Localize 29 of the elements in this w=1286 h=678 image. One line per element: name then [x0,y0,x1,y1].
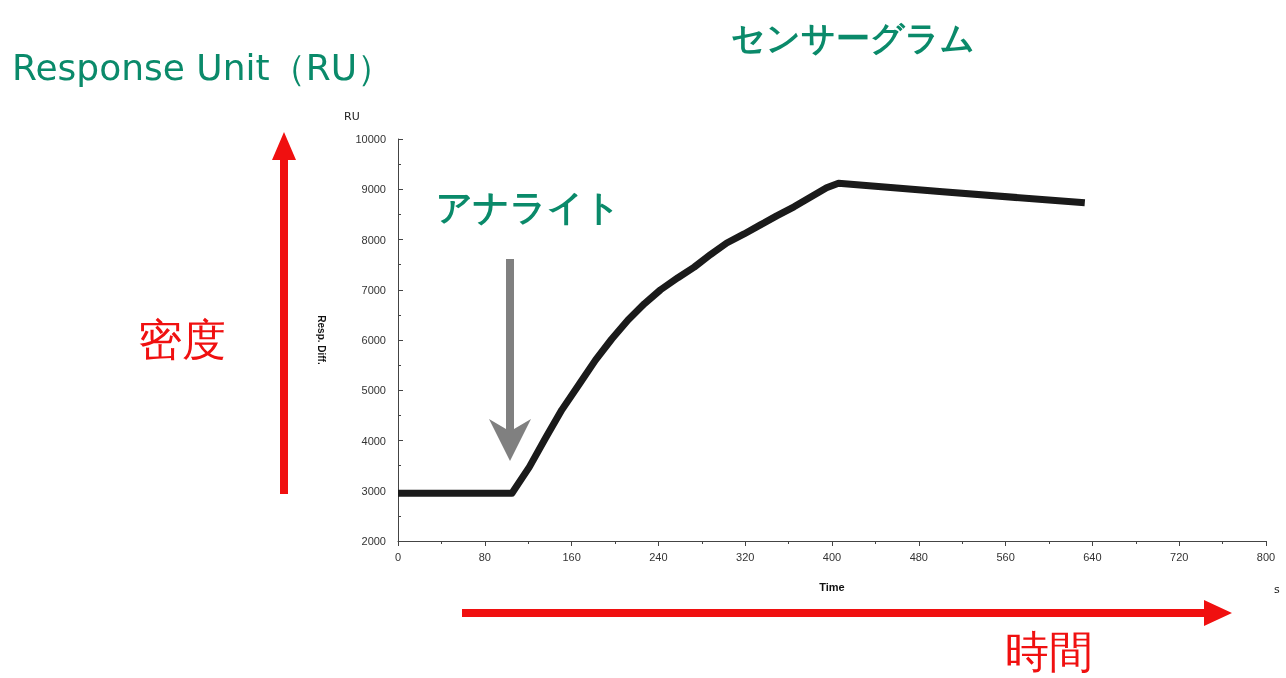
chart-title: センサーグラム [731,19,975,57]
x-tick-label: 160 [562,550,581,563]
y-tick-label: 2000 [361,535,386,547]
x-tick-label: 560 [996,550,1015,563]
text: 密度 [138,314,226,365]
x-axis-title: Time [819,580,845,593]
x-tick-label: 0 [394,550,402,563]
annotation: アナライト [436,187,621,228]
y-tick-label: 8000 [361,233,386,246]
text: s [1274,583,1280,596]
x-tick-label: 640 [1083,550,1102,563]
x-tick-label: 480 [909,550,928,563]
x-tick-label: 80 [478,550,491,563]
y-tick-label: 10000 [355,133,386,145]
x-tick-label: 240 [649,550,668,563]
text: RU [344,110,360,123]
y-tick-label: 4000 [361,434,386,447]
y-axis-title: Resp. Diff. [315,315,327,365]
x-tick-label: 720 [1170,550,1189,563]
x-tick-label: 800 [1256,550,1276,563]
x-tick-label: 320 [736,550,755,563]
x-tick-label: 400 [822,550,842,563]
y-tick-label: 7000 [361,283,386,296]
y-tick-label: 6000 [361,334,386,346]
y-tick-label: 3000 [361,484,386,497]
text: 時間 [1005,626,1093,677]
y-tick-label: 5000 [361,384,386,397]
text: Response Unit（RU） [12,47,393,88]
y-tick-label: 9000 [361,183,386,196]
